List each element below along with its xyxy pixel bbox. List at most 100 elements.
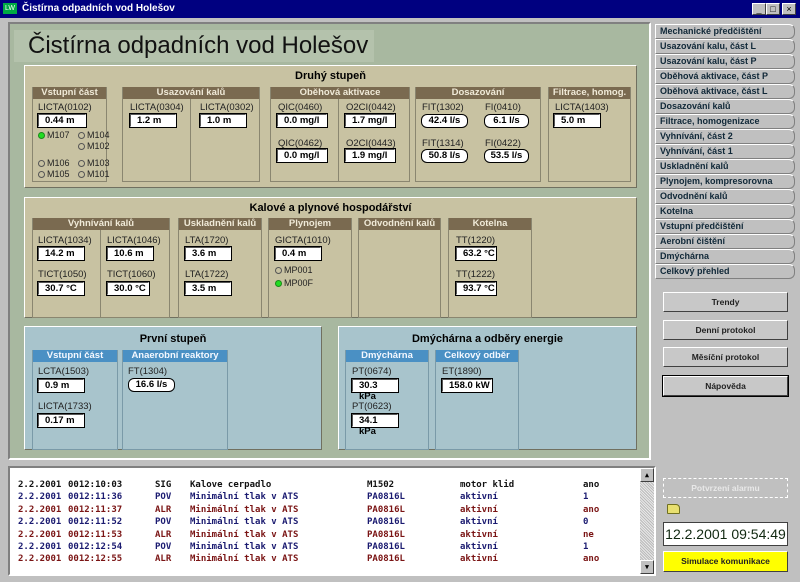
sensor-label: LICTA(1403): [555, 102, 609, 113]
group-title: Uskladnění kalů: [179, 218, 261, 230]
group-odvodneni: Odvodnění kalů: [358, 218, 441, 318]
log-cell: PA0816L: [367, 542, 405, 552]
log-cell: 0012:11:52: [68, 517, 123, 528]
log-cell: aktivní: [460, 542, 498, 552]
sensor-value: 1.2 m: [129, 113, 177, 128]
sensor-value: 1.7 mg/l: [344, 113, 396, 128]
mesicni-protokol-button[interactable]: Měsíční protokol: [663, 347, 788, 367]
group-filtrace: Filtrace, homog.: [548, 87, 631, 182]
sensor-value: 53.5 l/s: [484, 149, 529, 163]
potvrzeni-alarmu-button: Potvrzení alarmu: [663, 478, 788, 498]
sensor-value: 1.0 m: [199, 113, 247, 128]
group-title: Vyhnívání kalů: [33, 218, 169, 230]
log-row[interactable]: 2.2.2001 0012:11:36 POV Minimální tlak v AT…: [10, 492, 640, 504]
tab-4[interactable]: Oběhová aktivace, část L: [655, 84, 795, 99]
sensor-label: FT(1304): [128, 366, 168, 377]
tab-16[interactable]: Celkový přehled: [655, 264, 795, 279]
tab-14[interactable]: Aerobní čištění: [655, 234, 795, 249]
log-row[interactable]: 2.2.2001 0012:12:55 ALR Minimální tlak v AT…: [10, 554, 640, 566]
sensor-label: LICTA(0302): [200, 102, 254, 113]
group-title: Oběhová aktivace: [271, 87, 409, 99]
sensor-label: LICTA(1733): [38, 401, 92, 412]
group-anaerobni-reaktory: Anaerobní reaktory: [122, 350, 228, 450]
log-row[interactable]: 2.2.2001 0012:11:37 ALR Minimální tlak v AT…: [10, 505, 640, 517]
tab-8[interactable]: Vyhnívání, část 1: [655, 144, 795, 159]
log-cell: aktivní: [460, 529, 498, 540]
scroll-down-icon[interactable]: ▼: [640, 560, 654, 574]
indicator-m103: M103: [78, 158, 110, 168]
sensor-label: ET(1890): [442, 366, 482, 377]
close-button[interactable]: ×: [782, 3, 796, 15]
minimize-button[interactable]: _: [752, 3, 766, 15]
tab-2[interactable]: Usazování kalu, část P: [655, 54, 795, 69]
group-plynojem: Plynojem: [268, 218, 352, 318]
sensor-value: 0.44 m: [37, 113, 87, 128]
sensor-label: LTA(1720): [185, 235, 229, 246]
sensor-label: O2CI(0443): [346, 138, 396, 149]
tab-6[interactable]: Filtrace, homogenizace: [655, 114, 795, 129]
tab-7[interactable]: Vyhnívání, část 2: [655, 129, 795, 144]
group-title: Celkový odběr: [436, 350, 518, 362]
tab-3[interactable]: Oběhová aktivace, část P: [655, 69, 795, 84]
log-cell: 2.2.2001: [18, 517, 62, 528]
section-druhy-stupen: Druhý stupeň: [24, 65, 637, 188]
log-cell: PA0816L: [367, 554, 405, 565]
tab-15[interactable]: Dmýchárna: [655, 249, 795, 264]
log-row[interactable]: 2.2.2001 0012:11:53 ALR Minimální tlak v AT…: [10, 530, 640, 542]
sensor-label: FIT(1302): [422, 102, 464, 113]
tab-12[interactable]: Kotelna: [655, 204, 795, 219]
sensor-value: 0.0 mg/l: [276, 148, 328, 163]
sensor-label: FIT(1314): [422, 138, 464, 149]
sensor-label: TT(1222): [456, 269, 496, 280]
log-row[interactable]: 2.2.2001 0012:10:03 SIG Kalove cerpadlo M150…: [10, 480, 640, 492]
simulace-komunikace-button[interactable]: Simulace komunikace: [663, 551, 788, 572]
sensor-value: 0.9 m: [37, 378, 85, 393]
maximize-button[interactable]: □: [766, 3, 780, 15]
event-log[interactable]: 2.2.2001 0012:10:03 SIG Kalove cerpadlo M150…: [8, 466, 656, 576]
tab-1[interactable]: Usazování kalu, část L: [655, 39, 795, 54]
log-cell: 0012:11:53: [68, 529, 123, 540]
log-cell: Minimální tlak v ATS: [190, 492, 299, 503]
denni-protokol-button[interactable]: Denní protokol: [663, 320, 788, 340]
page-title: Čistírna odpadních vod Holešov: [14, 30, 374, 62]
sensor-label: QIC(0462): [278, 138, 323, 149]
indicator-m101: M101: [78, 169, 110, 179]
tab-10[interactable]: Plynojem, kompresorovna: [655, 174, 795, 189]
log-cell: ano: [583, 480, 600, 490]
tab-11[interactable]: Odvodnění kalů: [655, 189, 795, 204]
sensor-value: 3.5 m: [184, 281, 232, 296]
log-cell: PA0816L: [367, 504, 405, 515]
log-cell: 1: [583, 492, 589, 503]
napoveda-button[interactable]: Nápověda: [662, 375, 789, 397]
group-uskladneni: Uskladnění kalů: [178, 218, 262, 318]
tab-5[interactable]: Dosazování kalů: [655, 99, 795, 114]
group-title: Kotelna: [449, 218, 531, 230]
sensor-label: LICTA(0102): [38, 102, 92, 113]
group-celkovy-odber: Celkový odběr: [435, 350, 519, 450]
group-title: Anaerobní reaktory: [123, 350, 227, 362]
tab-13[interactable]: Vstupní předčištění: [655, 219, 795, 234]
tab-0[interactable]: Mechanické předčištění: [655, 24, 795, 39]
section-title: První stupeň: [139, 333, 207, 345]
sensor-label: O2CI(0442): [346, 102, 396, 113]
tab-9[interactable]: Uskladnění kalů: [655, 159, 795, 174]
log-scrollbar[interactable]: ▲ ▼: [640, 468, 654, 574]
log-cell: ano: [583, 504, 600, 515]
sensor-label: LCTA(1503): [38, 366, 90, 377]
sensor-value: 3.6 m: [184, 246, 232, 261]
folder-icon[interactable]: [667, 504, 680, 514]
section-title: Dmýchárna a odběry energie: [411, 333, 563, 345]
sensor-label: PT(0674): [352, 366, 392, 377]
log-cell: aktivní: [460, 492, 498, 503]
group-title: Odvodnění kalů: [359, 218, 440, 230]
scroll-up-icon[interactable]: ▲: [640, 468, 654, 482]
log-row[interactable]: 2.2.2001 0012:12:54 POV Minimální tlak v AT…: [10, 542, 640, 554]
log-cell: Minimální tlak v ATS: [190, 542, 299, 552]
log-row[interactable]: 2.2.2001 0012:11:52 POV Minimální tlak v AT…: [10, 517, 640, 529]
group-title: Usazování kalů: [123, 87, 259, 99]
trendy-button[interactable]: Trendy: [663, 292, 788, 312]
sensor-label: FI(0422): [485, 138, 521, 149]
log-cell: POV: [155, 492, 172, 503]
indicator-m102: M102: [78, 141, 110, 151]
log-cell: 2.2.2001: [18, 554, 62, 565]
